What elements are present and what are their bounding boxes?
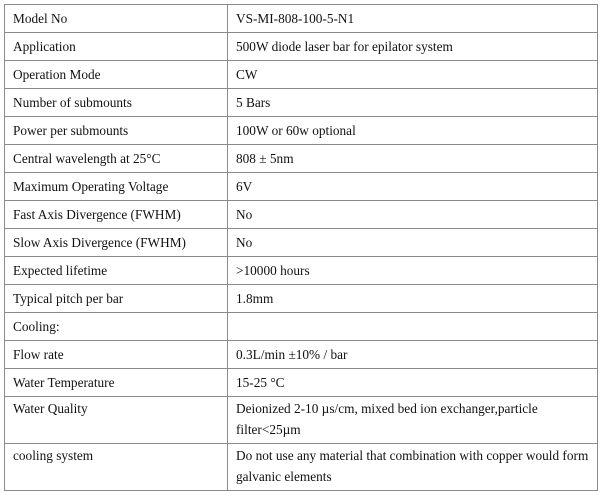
table-row: cooling system Do not use any material th… xyxy=(4,443,598,491)
spec-label: Number of submounts xyxy=(4,88,228,117)
table-row: Number of submounts 5 Bars xyxy=(4,88,598,117)
spec-value: >10000 hours xyxy=(227,256,598,285)
spec-label: Typical pitch per bar xyxy=(4,284,228,313)
spec-value xyxy=(227,312,598,341)
spec-value: 0.3L/min ±10% / bar xyxy=(227,340,598,369)
spec-label: Fast Axis Divergence (FWHM) xyxy=(4,200,228,229)
table-row: Fast Axis Divergence (FWHM) No xyxy=(4,200,598,229)
spec-table: Model No VS-MI-808-100-5-N1 Application 500… xyxy=(4,4,598,491)
spec-value: No xyxy=(227,228,598,257)
spec-value: 808 ± 5nm xyxy=(227,144,598,173)
spec-label: Maximum Operating Voltage xyxy=(4,172,228,201)
spec-label: Operation Mode xyxy=(4,60,228,89)
spec-label: Central wavelength at 25°C xyxy=(4,144,228,173)
spec-value: 1.8mm xyxy=(227,284,598,313)
spec-label: Power per submounts xyxy=(4,116,228,145)
spec-label: Slow Axis Divergence (FWHM) xyxy=(4,228,228,257)
table-row: Typical pitch per bar 1.8mm xyxy=(4,284,598,313)
table-row: Application 500W diode laser bar for epil… xyxy=(4,32,598,61)
table-row: Power per submounts 100W or 60w optional xyxy=(4,116,598,145)
table-row: Central wavelength at 25°C 808 ± 5nm xyxy=(4,144,598,173)
table-row: Flow rate 0.3L/min ±10% / bar xyxy=(4,340,598,369)
spec-table-body: Model No VS-MI-808-100-5-N1 Application 500… xyxy=(4,4,598,491)
spec-label: Application xyxy=(4,32,228,61)
spec-label: Flow rate xyxy=(4,340,228,369)
spec-label: Water Quality xyxy=(4,396,228,444)
table-row: Cooling: xyxy=(4,312,598,341)
spec-label: Water Temperature xyxy=(4,368,228,397)
spec-label: Expected lifetime xyxy=(4,256,228,285)
spec-value: VS-MI-808-100-5-N1 xyxy=(227,4,598,33)
spec-label: Cooling: xyxy=(4,312,228,341)
table-row: Expected lifetime >10000 hours xyxy=(4,256,598,285)
spec-value: 15-25 °C xyxy=(227,368,598,397)
spec-value: Do not use any material that combination… xyxy=(227,443,598,491)
spec-value: CW xyxy=(227,60,598,89)
spec-value: 6V xyxy=(227,172,598,201)
spec-label: Model No xyxy=(4,4,228,33)
table-row: Operation Mode CW xyxy=(4,60,598,89)
spec-value: 100W or 60w optional xyxy=(227,116,598,145)
spec-value: 500W diode laser bar for epilator system xyxy=(227,32,598,61)
table-row: Slow Axis Divergence (FWHM) No xyxy=(4,228,598,257)
spec-value: No xyxy=(227,200,598,229)
table-row: Model No VS-MI-808-100-5-N1 xyxy=(4,4,598,33)
table-row: Water Temperature 15-25 °C xyxy=(4,368,598,397)
spec-value: 5 Bars xyxy=(227,88,598,117)
table-row: Water Quality Deionized 2-10 µs/cm, mixed… xyxy=(4,396,598,444)
table-row: Maximum Operating Voltage 6V xyxy=(4,172,598,201)
spec-label: cooling system xyxy=(4,443,228,491)
spec-value: Deionized 2-10 µs/cm, mixed bed ion exch… xyxy=(227,396,598,444)
